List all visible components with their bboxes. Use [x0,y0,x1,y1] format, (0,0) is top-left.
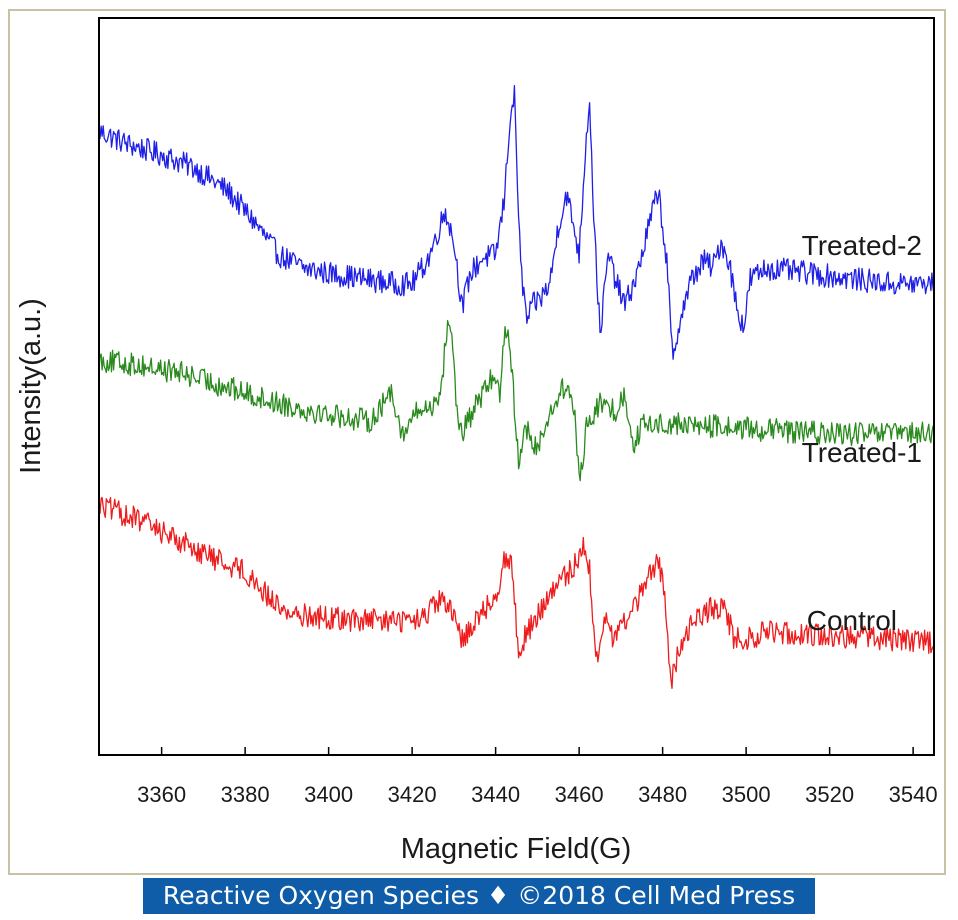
figure-caption: Reactive Oxygen Species ♦ ©2018 Cell Med… [143,878,815,914]
x-axis-ticks: 3360 3380 3400 3420 3440 3460 3480 3500 3520 3540 [137,747,938,807]
series-labels: Treated-2 Treated-1 Control [802,230,922,636]
series-label-control: Control [807,605,897,636]
x-tick-label: 3420 [388,782,437,807]
x-tick-label: 3480 [638,782,687,807]
series-line-control [98,496,935,690]
series-line-treated-1 [98,319,935,482]
x-tick-label: 3380 [221,782,270,807]
series-label-treated-1: Treated-1 [802,437,922,468]
series-line-treated-2 [98,84,935,360]
x-tick-label: 3360 [137,782,186,807]
plot-layer [98,84,935,690]
x-tick-label: 3500 [722,782,771,807]
x-tick-label: 3460 [555,782,604,807]
x-tick-label: 3520 [805,782,854,807]
x-tick-label: 3440 [471,782,520,807]
x-axis-title: Magnetic Field(G) [401,833,631,865]
x-tick-label: 3540 [889,782,938,807]
chart: 3360 3380 3400 3420 3440 3460 3480 3500 3520 3540… [15,17,938,865]
series-label-treated-2: Treated-2 [802,230,922,261]
y-axis-title: Intensity(a.u.) [15,298,47,474]
plot-area-border [98,17,935,756]
x-tick-label: 3400 [304,782,353,807]
